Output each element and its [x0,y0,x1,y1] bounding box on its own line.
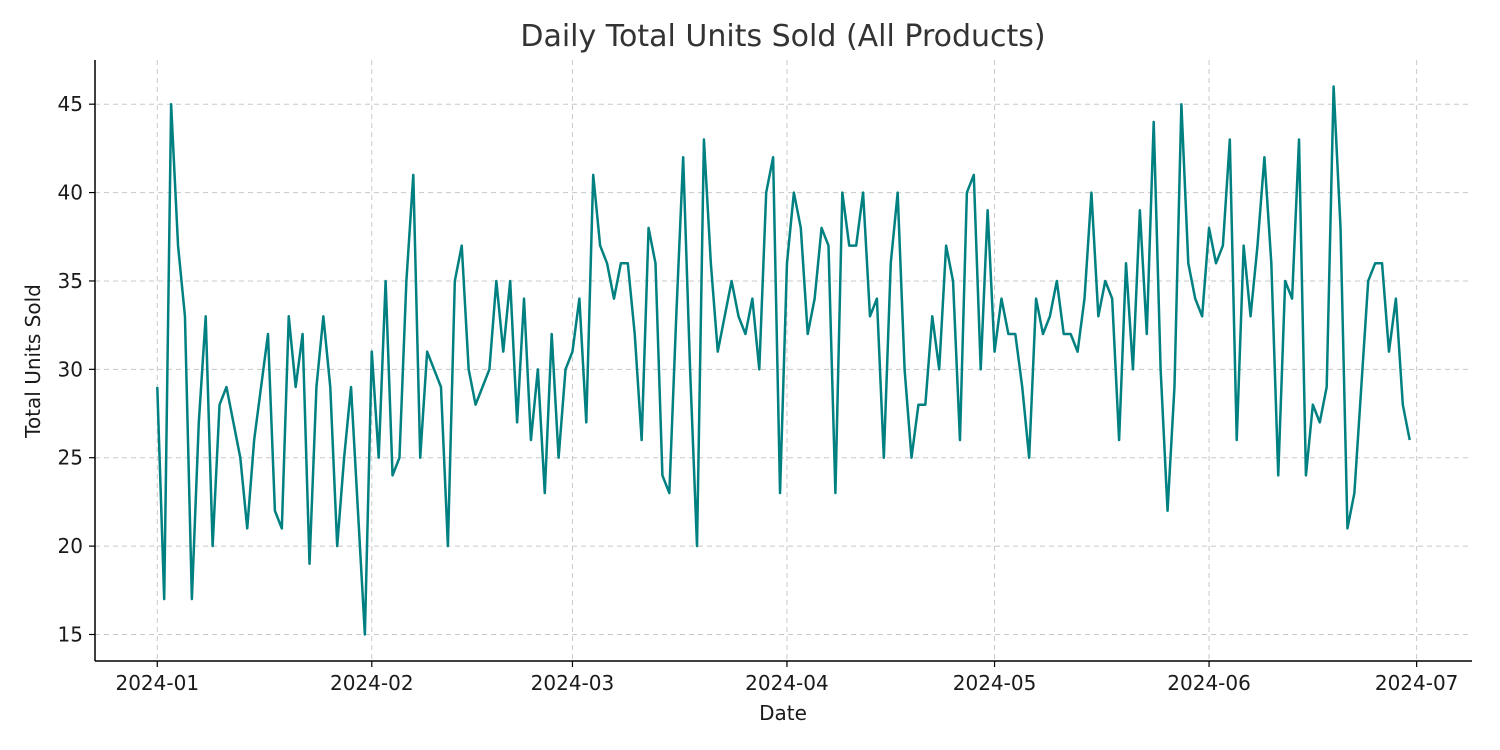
y-tick-label-25: 25 [58,446,83,470]
x-tick-label-3: 2024-04 [745,671,829,695]
chart-title: Daily Total Units Sold (All Products) [520,19,1045,54]
y-tick-label-40: 40 [58,181,83,205]
x-tick-label-0: 2024-01 [115,671,199,695]
y-axis-label: Total Units Sold [21,284,45,439]
y-tick-label-20: 20 [58,534,83,558]
x-tick-label-5: 2024-06 [1167,671,1251,695]
x-tick-label-2: 2024-03 [531,671,615,695]
grid-lines [95,60,1472,661]
x-tick-label-4: 2024-05 [953,671,1037,695]
y-tick-label-30: 30 [58,357,83,381]
y-tick-label-45: 45 [58,92,83,116]
series-line-total-units [156,85,1411,636]
axes [94,60,1472,662]
ticks: 15 20 25 30 35 40 45 2024-01 2024-02 2024-03 2024-… [58,92,1459,695]
x-tick-label-1: 2024-02 [330,671,414,695]
y-tick-label-15: 15 [58,622,83,646]
x-tick-label-6: 2024-07 [1375,671,1459,695]
x-axis-label: Date [759,701,807,725]
y-tick-label-35: 35 [58,269,83,293]
